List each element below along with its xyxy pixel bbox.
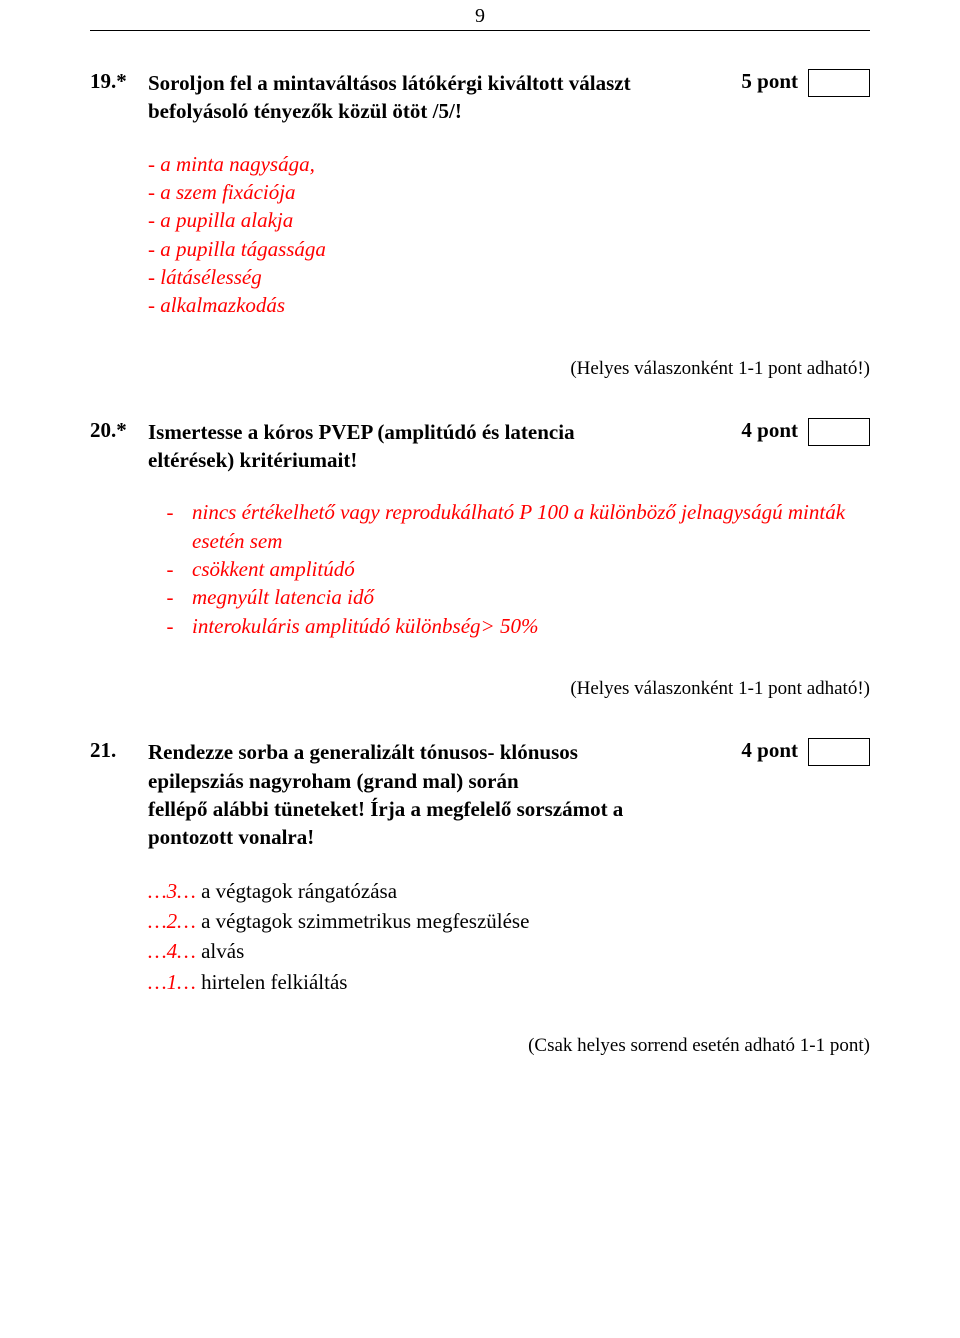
sorted-answers: …3… a végtagok rángatózása …2… a végtago… [148,876,870,998]
question-text: Rendezze sorba a generalizált tónusos- k… [148,738,741,851]
question-20: 20.* Ismertesse a kóros PVEP (amplitúdó … [90,418,870,700]
sorted-label: hirtelen felkiáltás [196,970,348,994]
bullet-row: - csökkent amplitúdó [148,555,870,583]
answer-block: - nincs értékelhető vagy reprodukálható … [148,498,870,640]
points-cell: 4 pont [741,418,870,446]
bullet-text: megnyúlt latencia idő [192,583,870,611]
answer-line: - a pupilla tágassága [148,235,870,263]
question-text-line1: Soroljon fel a mintaváltásos látókérgi k… [148,71,631,95]
answer-line: - a pupilla alakja [148,206,870,234]
sorted-line: …2… a végtagok szimmetrikus megfeszülése [148,906,870,936]
sorted-line: …1… hirtelen felkiáltás [148,967,870,997]
points-label: 5 pont [741,69,798,94]
question-21: 21. Rendezze sorba a generalizált tónuso… [90,738,870,1057]
sorted-number: …4… [148,939,196,963]
scoring-note: (Helyes válaszonként 1-1 pont adható!) [90,358,870,380]
horizontal-rule [90,30,870,31]
question-text: Soroljon fel a mintaváltásos látókérgi k… [148,69,741,126]
sorted-label: a végtagok szimmetrikus megfeszülése [196,909,530,933]
answer-line: - a szem fixációja [148,178,870,206]
sorted-number: …1… [148,970,196,994]
bullet-row: - interokuláris amplitúdó különbség> 50% [148,612,870,640]
question-number: 21. [90,738,148,763]
page-number: 9 [90,0,870,30]
scoring-note: (Helyes válaszonként 1-1 pont adható!) [90,678,870,700]
bullet-dash: - [148,583,192,611]
sorted-number: …3… [148,879,196,903]
question-text-line1: Ismertesse a kóros PVEP (amplitúdó és la… [148,420,575,444]
sorted-line: …4… alvás [148,936,870,966]
bullet-row: - nincs értékelhető vagy reprodukálható … [148,498,870,555]
sorted-number: …2… [148,909,196,933]
bullet-text: interokuláris amplitúdó különbség> 50% [192,612,870,640]
question-text-line4: pontozott vonalra! [148,825,314,849]
question-text-line3: fellépő alábbi tüneteket! Írja a megfele… [148,797,623,821]
answer-line: - alkalmazkodás [148,291,870,319]
points-label: 4 pont [741,738,798,763]
bullet-dash: - [148,498,192,555]
points-box [808,418,870,446]
question-number: 19.* [90,69,148,94]
sorted-label: a végtagok rángatózása [196,879,397,903]
scoring-note: (Csak helyes sorrend esetén adható 1-1 p… [90,1035,870,1057]
bullet-dash: - [148,555,192,583]
points-label: 4 pont [741,418,798,443]
question-text-line2: eltérések) kritériumait! [148,448,357,472]
points-box [808,69,870,97]
bullet-text: csökkent amplitúdó [192,555,870,583]
question-text-line2: befolyásoló tényezők közül ötöt /5/! [148,99,462,123]
bullet-dash: - [148,612,192,640]
bullet-row: - megnyúlt latencia idő [148,583,870,611]
question-text-line1: Rendezze sorba a generalizált tónusos- k… [148,740,578,764]
points-box [808,738,870,766]
page-container: 9 19.* Soroljon fel a mintaváltásos látó… [0,0,960,1117]
points-cell: 4 pont [741,738,870,766]
question-text: Ismertesse a kóros PVEP (amplitúdó és la… [148,418,741,475]
answer-line: - a minta nagysága, [148,150,870,178]
answer-block: - a minta nagysága, - a szem fixációja -… [148,150,870,320]
bullet-text: nincs értékelhető vagy reprodukálható P … [192,498,870,555]
answer-line: - látásélesség [148,263,870,291]
question-19: 19.* Soroljon fel a mintaváltásos látóké… [90,69,870,380]
points-cell: 5 pont [741,69,870,97]
question-text-line2: epilepsziás nagyroham (grand mal) során [148,769,519,793]
sorted-label: alvás [196,939,244,963]
sorted-line: …3… a végtagok rángatózása [148,876,870,906]
question-number: 20.* [90,418,148,443]
